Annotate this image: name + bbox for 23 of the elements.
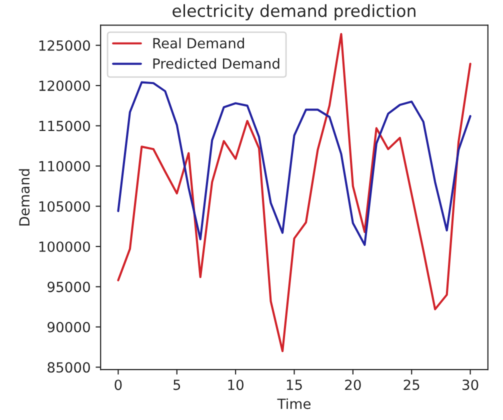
y-tick-label: 100000 <box>39 241 90 252</box>
x-tick-label: 25 <box>404 380 420 390</box>
y-tick-label: 105000 <box>39 201 90 212</box>
y-tick-label: 120000 <box>39 80 90 92</box>
x-tick-label: 20 <box>345 380 361 390</box>
x-tick-label: 5 <box>174 380 180 390</box>
x-tick-label: 15 <box>286 380 302 390</box>
y-tick-label: 85000 <box>48 362 90 373</box>
y-tick-label: 90000 <box>48 322 90 332</box>
legend-label: Real Demand <box>153 38 244 48</box>
x-tick-label: 0 <box>114 380 122 390</box>
line-series <box>117 33 472 352</box>
line-series <box>117 81 472 246</box>
y-tick-label: 115000 <box>39 120 90 132</box>
y-tick-label: 125000 <box>39 40 90 51</box>
x-tick-label: 30 <box>462 380 478 390</box>
y-axis-title: Demand <box>18 169 30 226</box>
chart-title: electricity demand prediction <box>172 4 416 20</box>
x-tick-label: 10 <box>228 380 244 390</box>
y-tick-label: 95000 <box>48 282 90 292</box>
legend-label: Predicted Demand <box>153 58 280 69</box>
x-axis-title: Time <box>277 398 311 410</box>
y-tick-label: 110000 <box>39 160 90 172</box>
